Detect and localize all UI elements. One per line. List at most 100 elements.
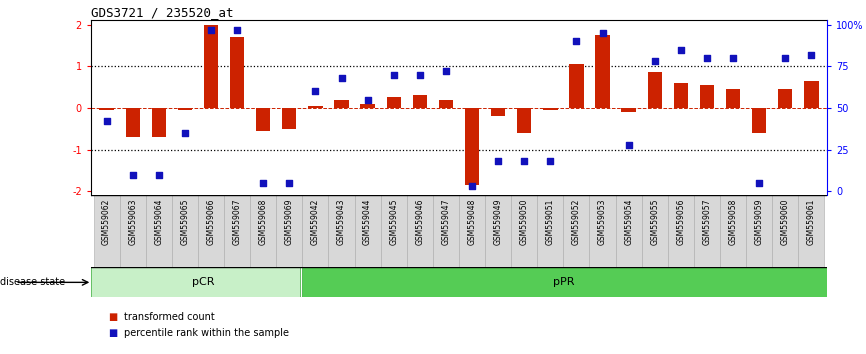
Text: pPR: pPR [553, 278, 574, 287]
Bar [171, 195, 198, 267]
Bar [381, 195, 407, 267]
Point [387, 72, 401, 78]
Text: GSM559046: GSM559046 [416, 199, 424, 245]
Point [256, 180, 270, 186]
Text: GSM559063: GSM559063 [128, 199, 137, 245]
Bar [720, 195, 746, 267]
Text: GDS3721 / 235520_at: GDS3721 / 235520_at [91, 6, 234, 19]
Bar [465, 108, 479, 185]
Point [308, 88, 322, 94]
Bar [616, 195, 642, 267]
Bar [439, 99, 453, 108]
Point [178, 130, 192, 136]
Point [674, 47, 688, 52]
Text: ■: ■ [108, 328, 118, 338]
Bar [100, 108, 113, 110]
Point [204, 27, 218, 32]
Point [126, 172, 139, 177]
Point [230, 27, 244, 32]
Bar [152, 108, 166, 137]
Point [779, 55, 792, 61]
Bar [700, 85, 714, 108]
Text: percentile rank within the sample: percentile rank within the sample [124, 328, 289, 338]
Bar [334, 99, 349, 108]
Text: GSM559064: GSM559064 [154, 199, 164, 245]
Bar [256, 108, 270, 131]
Text: GSM559055: GSM559055 [650, 199, 659, 245]
Bar [564, 195, 590, 267]
Bar [328, 195, 354, 267]
Bar [386, 97, 401, 108]
Text: disease state: disease state [0, 278, 65, 287]
Bar [145, 195, 171, 267]
Point [361, 97, 375, 102]
Bar [250, 195, 276, 267]
Bar [595, 35, 610, 108]
Bar [485, 195, 511, 267]
Bar [407, 195, 433, 267]
Text: GSM559059: GSM559059 [754, 199, 764, 245]
Text: ■: ■ [108, 312, 118, 322]
Text: GSM559054: GSM559054 [624, 199, 633, 245]
Point [753, 180, 766, 186]
Bar [537, 195, 564, 267]
Bar [198, 195, 224, 267]
Bar [204, 24, 218, 108]
Text: GSM559060: GSM559060 [781, 199, 790, 245]
Bar [120, 195, 145, 267]
Point [517, 158, 531, 164]
Text: GSM559045: GSM559045 [389, 199, 398, 245]
Bar [224, 195, 250, 267]
Point [596, 30, 610, 36]
Bar [726, 89, 740, 108]
Text: GSM559056: GSM559056 [676, 199, 685, 245]
Text: transformed count: transformed count [124, 312, 215, 322]
Bar [302, 267, 827, 297]
Text: pCR: pCR [192, 278, 215, 287]
Text: GSM559069: GSM559069 [285, 199, 294, 245]
Bar [517, 108, 532, 133]
Text: GSM559052: GSM559052 [572, 199, 581, 245]
Bar [694, 195, 720, 267]
Bar [622, 108, 636, 112]
Text: GSM559051: GSM559051 [546, 199, 555, 245]
Text: GSM559057: GSM559057 [702, 199, 712, 245]
Point [334, 75, 348, 81]
Point [543, 158, 557, 164]
Bar [94, 195, 120, 267]
Bar [491, 108, 506, 116]
Bar [91, 267, 300, 297]
Bar [752, 108, 766, 133]
Bar [746, 195, 772, 267]
Bar [511, 195, 537, 267]
Bar [230, 37, 244, 108]
Bar [354, 195, 381, 267]
Point [726, 55, 740, 61]
Point [622, 142, 636, 147]
Text: GSM559067: GSM559067 [233, 199, 242, 245]
Bar [308, 106, 323, 108]
Bar [543, 108, 558, 110]
Text: GSM559048: GSM559048 [468, 199, 476, 245]
Bar [569, 64, 584, 108]
Text: GSM559050: GSM559050 [520, 199, 529, 245]
Bar [648, 73, 662, 108]
Text: GSM559044: GSM559044 [363, 199, 372, 245]
Bar [178, 108, 192, 110]
Text: GSM559061: GSM559061 [807, 199, 816, 245]
Bar [805, 81, 818, 108]
Point [491, 158, 505, 164]
Text: GSM559042: GSM559042 [311, 199, 320, 245]
Bar [302, 195, 328, 267]
Bar [276, 195, 302, 267]
Bar [668, 195, 694, 267]
Bar [433, 195, 459, 267]
Bar [798, 195, 824, 267]
Text: GSM559068: GSM559068 [259, 199, 268, 245]
Bar [412, 95, 427, 108]
Bar [778, 89, 792, 108]
Point [439, 68, 453, 74]
Bar [772, 195, 798, 267]
Bar [282, 108, 296, 129]
Point [648, 58, 662, 64]
